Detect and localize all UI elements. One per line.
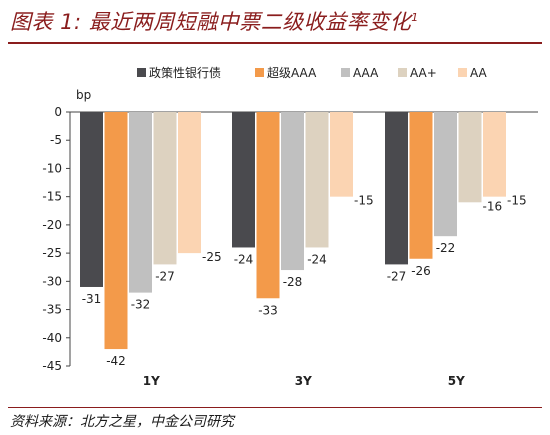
bar-5Y-2	[434, 112, 457, 237]
data-label: -15	[507, 194, 527, 208]
y-tick-label: -5	[50, 133, 62, 147]
bar-1Y-3	[153, 112, 177, 265]
bar-3Y-4	[330, 112, 353, 197]
y-tick-label: -30	[42, 274, 62, 288]
y-axis-label: bp	[76, 88, 91, 102]
source-note: 资料来源：北方之星，中金公司研究	[10, 414, 234, 430]
data-label: -32	[131, 298, 151, 312]
data-label: -22	[436, 241, 456, 255]
chart-title: 图表 1: 最近两周短融中票二级收益率变化1	[10, 10, 419, 34]
bar-3Y-0	[232, 112, 255, 248]
legend-label: 超级AAA	[267, 65, 317, 80]
data-label: -16	[483, 199, 503, 213]
bar-5Y-0	[385, 112, 408, 265]
legend-label: AAA	[353, 66, 379, 80]
legend-swatch	[398, 68, 407, 77]
data-label: -26	[411, 264, 431, 278]
data-label: -31	[82, 292, 102, 306]
bar-1Y-0	[80, 112, 103, 287]
data-label: -24	[234, 252, 254, 266]
y-tick-label: -10	[42, 161, 62, 175]
bar-5Y-3	[458, 112, 482, 203]
category-label: 3Y	[295, 374, 312, 388]
y-tick-label: -35	[42, 303, 62, 317]
legend-label: AA	[470, 66, 488, 80]
legend-label: 政策性银行债	[149, 66, 221, 80]
y-tick-label: -40	[42, 331, 62, 345]
legend-label: AA+	[410, 66, 437, 80]
data-labels: -31 -42 -32 -27 -25 -24 -33 -28 -24 -15 -27 -26 -22 -…	[82, 194, 527, 368]
bar-1Y-4	[178, 112, 201, 254]
legend: 政策性银行债 超级AAA AAA AA+ AA	[137, 65, 488, 80]
bars	[80, 112, 506, 350]
y-tick-label: 0	[54, 105, 62, 119]
title-rule	[8, 42, 542, 44]
y-tick-label: -15	[42, 190, 62, 204]
data-label: -27	[387, 269, 407, 283]
y-tick-label: -25	[42, 246, 62, 260]
data-label: -42	[106, 354, 126, 368]
bar-3Y-1	[256, 112, 280, 299]
bar-5Y-1	[409, 112, 433, 259]
y-tick-label: -20	[42, 218, 62, 232]
data-label: -15	[354, 194, 374, 208]
legend-swatch	[137, 68, 146, 77]
category-label: 1Y	[143, 374, 160, 388]
data-label: -33	[258, 303, 278, 317]
bar-3Y-3	[305, 112, 329, 248]
y-tick-label: -45	[42, 359, 62, 373]
bar-3Y-2	[281, 112, 304, 271]
data-label: -28	[283, 275, 303, 289]
bar-5Y-4	[483, 112, 506, 197]
category-label: 5Y	[448, 374, 465, 388]
data-label: -27	[155, 269, 175, 283]
legend-swatch	[255, 68, 264, 77]
data-label: -25	[202, 250, 222, 264]
legend-swatch	[458, 68, 467, 77]
data-label: -24	[307, 252, 327, 266]
category-labels: 1Y 3Y 5Y	[143, 374, 465, 388]
source-rule	[8, 407, 542, 408]
legend-swatch	[341, 68, 350, 77]
bar-1Y-2	[129, 112, 152, 293]
bar-1Y-1	[104, 112, 128, 350]
